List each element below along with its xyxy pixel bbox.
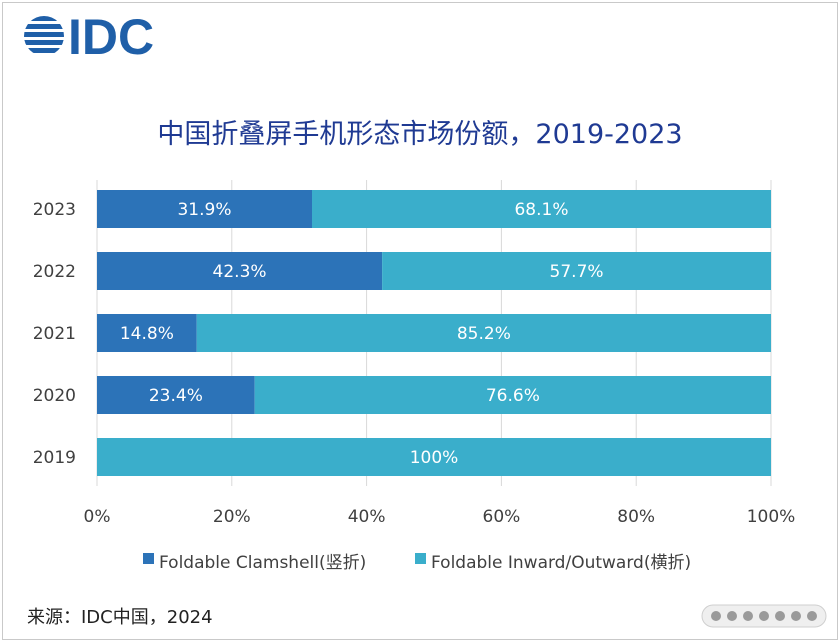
legend-label-inward-outward: Foldable Inward/Outward(横折)	[431, 553, 692, 573]
y-tick-label: 2019	[33, 448, 76, 468]
bar-segment	[97, 314, 197, 352]
source-note: 来源：IDC中国，2024	[27, 607, 213, 628]
x-tick-label: 0%	[84, 507, 111, 527]
bar-segment	[312, 190, 771, 228]
bar-segment	[97, 438, 771, 476]
bar-segment	[97, 252, 383, 290]
logo-text: IDC	[68, 9, 154, 65]
chart-title: 中国折叠屏手机形态市场份额，2019-2023	[157, 119, 683, 150]
legend-swatch-clamshell	[143, 553, 154, 564]
bar-segment	[97, 376, 255, 414]
globe-icon	[24, 16, 64, 53]
y-tick-label: 2022	[33, 262, 76, 282]
legend-label-clamshell: Foldable Clamshell(竖折)	[159, 553, 367, 573]
x-tick-label: 80%	[617, 507, 655, 527]
data-label: 23.4%	[149, 386, 203, 406]
data-label: 42.3%	[213, 262, 267, 282]
data-label: 76.6%	[486, 386, 540, 406]
watermark-stamp	[701, 604, 827, 628]
data-label: 31.9%	[177, 200, 231, 220]
x-tick-label: 60%	[483, 507, 521, 527]
bar-segment	[97, 190, 313, 228]
bar-segment	[254, 376, 771, 414]
data-label: 68.1%	[514, 200, 568, 220]
idc-logo: IDC	[24, 9, 154, 65]
legend-swatch-inward-outward	[415, 553, 426, 564]
data-label: 100%	[410, 448, 459, 468]
bar-segment	[196, 314, 771, 352]
y-tick-label: 2023	[33, 200, 76, 220]
data-label: 85.2%	[457, 324, 511, 344]
data-label: 57.7%	[550, 262, 604, 282]
x-tick-label: 20%	[213, 507, 251, 527]
x-tick-label: 40%	[348, 507, 386, 527]
bar-chart: 0% 20% 40% 60% 80% 100% 2023 31.9% 68.1% 2022 42.3…	[33, 180, 796, 527]
y-tick-label: 2021	[33, 324, 76, 344]
x-tick-label: 100%	[747, 507, 796, 527]
bar-segment	[382, 252, 771, 290]
y-tick-label: 2020	[33, 386, 76, 406]
data-label: 14.8%	[120, 324, 174, 344]
